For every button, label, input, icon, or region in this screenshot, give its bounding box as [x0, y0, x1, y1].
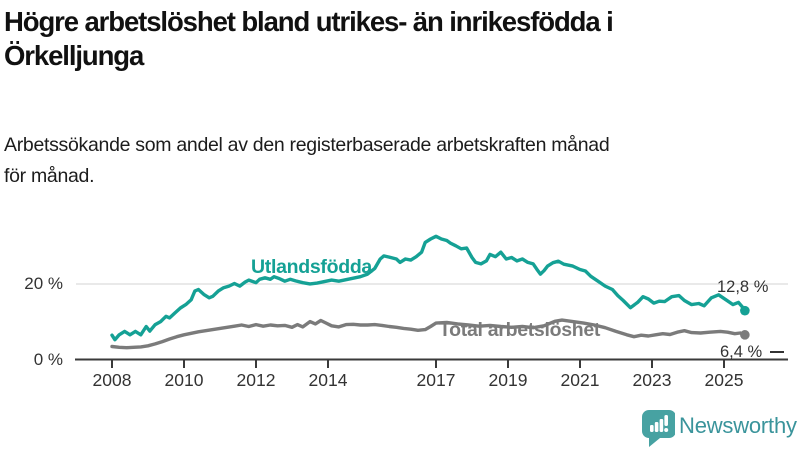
- newsworthy-logo[interactable]: Newsworthy: [641, 407, 797, 447]
- series-end-dot-utlandsfodda: [740, 305, 750, 316]
- series-label-utlandsfodda: Utlandsfödda: [251, 256, 372, 278]
- y-axis-label-0: 0 %: [33, 350, 63, 369]
- series-line-total: [110, 318, 747, 350]
- x-tick-label-2023: 2023: [633, 370, 672, 390]
- x-tick-label-2019: 2019: [489, 370, 528, 390]
- title-line-2: Örkelljunga: [4, 40, 144, 72]
- subtitle-line-1: Arbetssökande som andel av den registerb…: [4, 134, 610, 156]
- x-tick-label-2008: 2008: [93, 370, 132, 390]
- end-value-label-utlandsfodda: 12,8 %: [717, 278, 769, 296]
- newsworthy-bubble-chart-icon: [642, 410, 675, 447]
- x-tick-label-2021: 2021: [561, 370, 600, 390]
- x-tick-label-2025: 2025: [705, 370, 744, 390]
- x-tick-label-2014: 2014: [309, 370, 348, 390]
- title-line-1: Högre arbetslöshet bland utrikes- än inr…: [4, 6, 614, 37]
- y-axis-label-20: 20 %: [24, 274, 63, 293]
- x-tick-label-2017: 2017: [417, 370, 456, 390]
- x-tick-label-2012: 2012: [237, 370, 276, 390]
- page-title: Högre arbetslöshet bland utrikes- än inr…: [4, 5, 794, 74]
- subtitle-line-2: för månad.: [4, 164, 95, 187]
- series-end-dot-total: [740, 330, 750, 340]
- chart-subtitle: Arbetssökande som andel av den registerb…: [4, 130, 794, 192]
- end-value-label-total: 6,4 %: [720, 343, 763, 361]
- newsworthy-wordmark: Newsworthy: [679, 413, 797, 438]
- series-label-total-arbetsloshet: Total arbetslöshet: [439, 319, 601, 341]
- x-tick-label-2010: 2010: [165, 370, 204, 390]
- end-label-dash: [770, 351, 784, 353]
- series-line-utlandsfodda: [110, 234, 747, 342]
